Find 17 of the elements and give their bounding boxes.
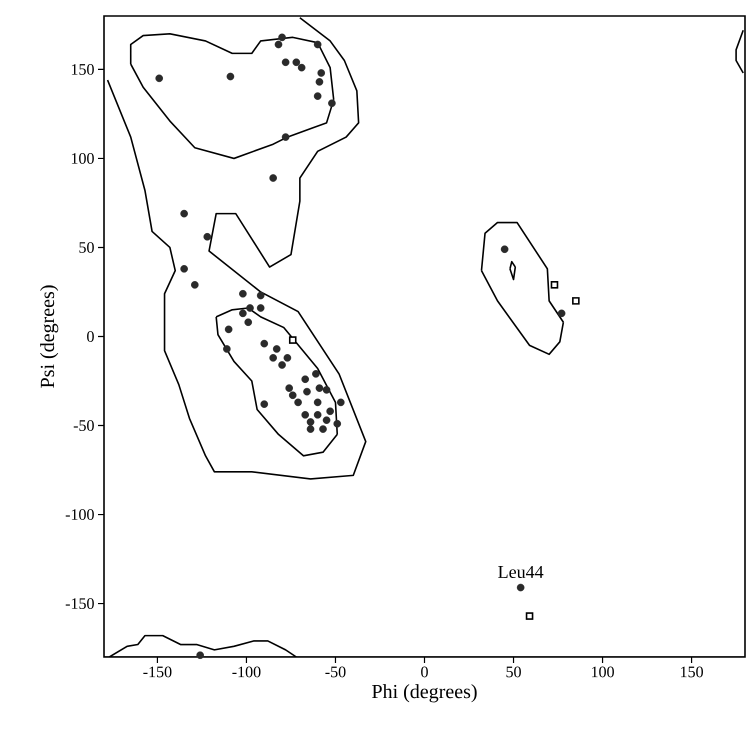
y-tick-label: 150	[72, 64, 94, 75]
x-tick-label: 100	[592, 666, 614, 678]
y-tick-label: 50	[79, 242, 94, 253]
y-tick-label: 100	[72, 153, 94, 164]
y-tick-label: -150	[66, 598, 94, 609]
x-tick-label: 0	[421, 666, 428, 678]
y-tick-label: 0	[87, 331, 94, 342]
y-axis-title: Psi (degrees)	[40, 285, 58, 388]
x-tick-label: -150	[143, 666, 172, 678]
x-tick-label: 50	[506, 666, 521, 678]
x-tick-label: -100	[232, 666, 260, 678]
y-tick-label: -100	[66, 509, 94, 520]
x-axis-title: Phi (degrees)	[372, 684, 477, 702]
annotation: Leu44	[498, 566, 544, 578]
x-tick-label: -50	[325, 666, 346, 678]
x-tick-label: 150	[680, 666, 703, 678]
y-tick-label: -50	[74, 420, 94, 431]
